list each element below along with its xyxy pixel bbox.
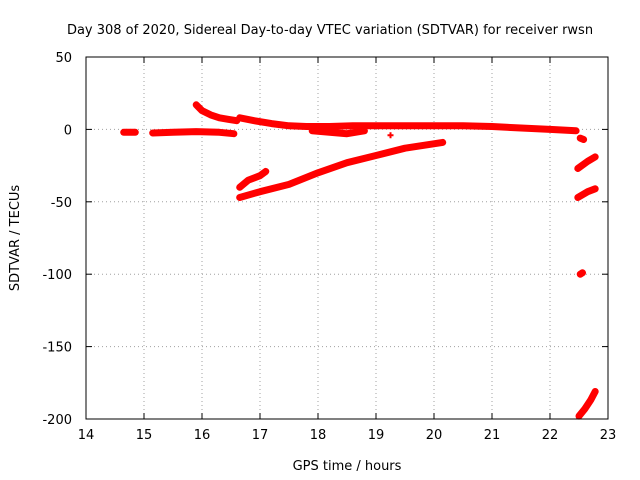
data-trace-seg-c [192,101,241,125]
y-tick-label: -150 [42,341,72,356]
data-trace-seg-i [574,153,599,172]
y-tick-label: -100 [42,268,72,283]
x-tick-label: 18 [310,428,327,443]
data-series [120,101,599,420]
y-tick-label: -50 [51,196,72,211]
data-trace-seg-d [236,114,580,135]
y-tick-label: 0 [64,123,72,138]
x-tick-label: 19 [368,428,385,443]
y-axis-label: SDTVAR / TECUs [8,185,23,292]
x-axis-label: GPS time / hours [293,459,402,474]
plot-frame [85,56,609,420]
data-trace-seg-k [576,269,586,278]
data-trace-seg-e [308,127,368,138]
data-trace-seg-b [149,128,238,138]
x-tick-label: 15 [136,428,153,443]
data-point [387,132,394,139]
chart-title: Day 308 of 2020, Sidereal Day-to-day VTE… [67,23,593,38]
y-tick-label: -200 [42,413,72,428]
y-tick-label: 50 [55,51,72,66]
x-tick-label: 23 [600,428,617,443]
x-tick-label: 20 [426,428,443,443]
grid [86,57,608,419]
data-trace-seg-g [236,138,447,201]
x-tick-label: 17 [252,428,269,443]
data-trace-seg-h [576,134,588,143]
data-trace-seg-l [575,388,599,420]
data-trace-seg-j [574,185,599,201]
x-tick-label: 14 [78,428,95,443]
data-trace-seg-f [236,167,270,191]
axis-ticks: 14 15 16 17 18 19 20 21 22 23 50 0 -50 -100 -150 -200 [42,51,616,443]
x-tick-label: 22 [542,428,559,443]
x-tick-label: 21 [484,428,501,443]
x-tick-label: 16 [194,428,211,443]
